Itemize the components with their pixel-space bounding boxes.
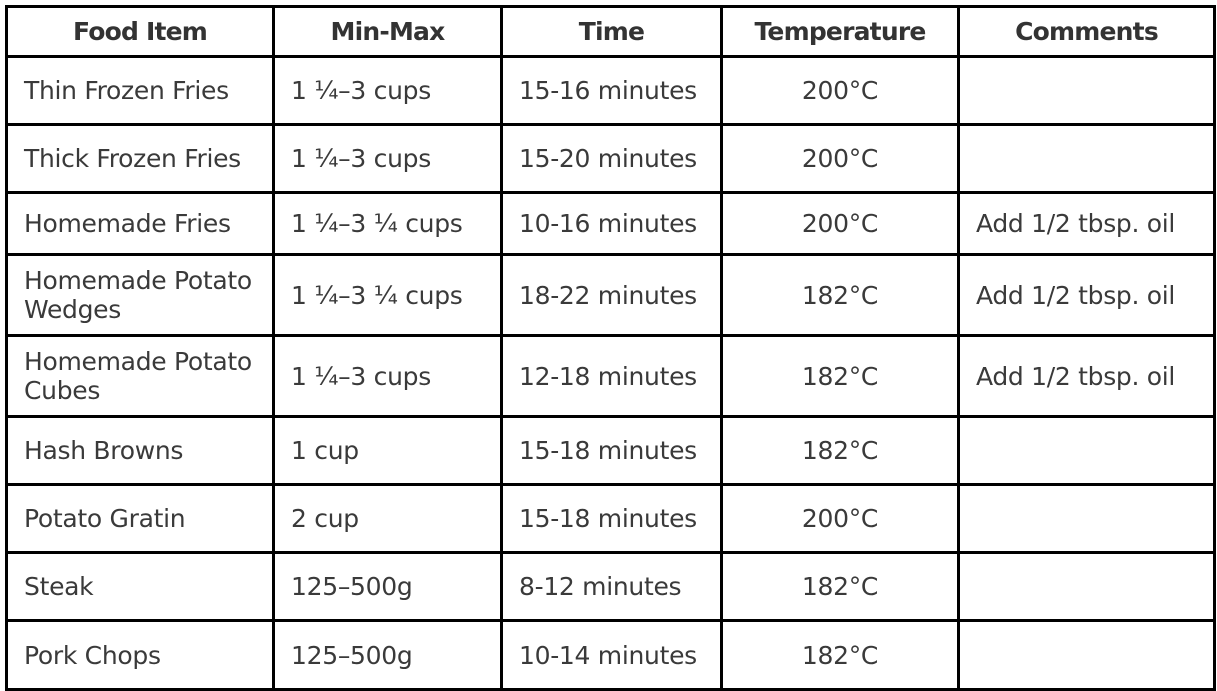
table-header-row: Food Item Min-Max Time Temperature Comme…: [5, 5, 1216, 58]
cell-comments: Add 1/2 tbsp. oil: [957, 253, 1216, 337]
cell-comments: [957, 55, 1216, 126]
cell-temperature: 182°C: [720, 253, 960, 337]
cell-temperature: 200°C: [720, 191, 960, 256]
cell-time: 12-18 minutes: [500, 334, 723, 418]
cell-food: Thick Frozen Fries: [5, 123, 275, 194]
cell-amount: 1 ¼–3 ¼ cups: [272, 191, 503, 256]
cell-food: Homemade Potato Cubes: [5, 334, 275, 418]
cell-amount: 1 ¼–3 ¼ cups: [272, 253, 503, 337]
cell-comments: [957, 123, 1216, 194]
cell-temperature: 200°C: [720, 123, 960, 194]
cooking-guide-table: Food Item Min-Max Time Temperature Comme…: [5, 5, 1216, 691]
cell-comments: [957, 483, 1216, 554]
cell-temperature: 182°C: [720, 415, 960, 486]
cell-food: Pork Chops: [5, 619, 275, 691]
header-food-item: Food Item: [5, 5, 275, 58]
cell-temperature: 182°C: [720, 551, 960, 622]
cell-comments: [957, 415, 1216, 486]
cell-comments: Add 1/2 tbsp. oil: [957, 191, 1216, 256]
cell-comments: [957, 619, 1216, 691]
cell-food: Thin Frozen Fries: [5, 55, 275, 126]
cell-amount: 125–500g: [272, 619, 503, 691]
header-comments: Comments: [957, 5, 1216, 58]
cell-temperature: 200°C: [720, 483, 960, 554]
cell-food: Homemade Fries: [5, 191, 275, 256]
cell-time: 8-12 minutes: [500, 551, 723, 622]
header-time: Time: [500, 5, 723, 58]
cell-amount: 1 cup: [272, 415, 503, 486]
cell-time: 10-16 minutes: [500, 191, 723, 256]
cell-food: Homemade Potato Wedges: [5, 253, 275, 337]
cell-time: 15-18 minutes: [500, 415, 723, 486]
cell-time: 10-14 minutes: [500, 619, 723, 691]
cell-comments: [957, 551, 1216, 622]
header-temperature: Temperature: [720, 5, 960, 58]
cell-temperature: 200°C: [720, 55, 960, 126]
cell-temperature: 182°C: [720, 334, 960, 418]
cell-food: Steak: [5, 551, 275, 622]
cell-food: Potato Gratin: [5, 483, 275, 554]
header-min-max: Min-Max: [272, 5, 503, 58]
cell-amount: 2 cup: [272, 483, 503, 554]
table-row: Steak 125–500g 8-12 minutes 182°C: [5, 551, 1216, 622]
table-row: Thin Frozen Fries 1 ¼–3 cups 15-16 minut…: [5, 55, 1216, 126]
cell-time: 15-16 minutes: [500, 55, 723, 126]
cell-comments: Add 1/2 tbsp. oil: [957, 334, 1216, 418]
table-row: Thick Frozen Fries 1 ¼–3 cups 15-20 minu…: [5, 123, 1216, 194]
table-row: Homemade Potato Cubes 1 ¼–3 cups 12-18 m…: [5, 334, 1216, 418]
table-row: Homemade Fries 1 ¼–3 ¼ cups 10-16 minute…: [5, 191, 1216, 256]
table-row: Pork Chops 125–500g 10-14 minutes 182°C: [5, 619, 1216, 691]
cell-time: 18-22 minutes: [500, 253, 723, 337]
cell-amount: 125–500g: [272, 551, 503, 622]
cell-amount: 1 ¼–3 cups: [272, 55, 503, 126]
cell-food: Hash Browns: [5, 415, 275, 486]
cell-time: 15-18 minutes: [500, 483, 723, 554]
cell-amount: 1 ¼–3 cups: [272, 123, 503, 194]
table-row: Hash Browns 1 cup 15-18 minutes 182°C: [5, 415, 1216, 486]
cell-time: 15-20 minutes: [500, 123, 723, 194]
cell-temperature: 182°C: [720, 619, 960, 691]
cell-amount: 1 ¼–3 cups: [272, 334, 503, 418]
table-row: Homemade Potato Wedges 1 ¼–3 ¼ cups 18-2…: [5, 253, 1216, 337]
table-row: Potato Gratin 2 cup 15-18 minutes 200°C: [5, 483, 1216, 554]
